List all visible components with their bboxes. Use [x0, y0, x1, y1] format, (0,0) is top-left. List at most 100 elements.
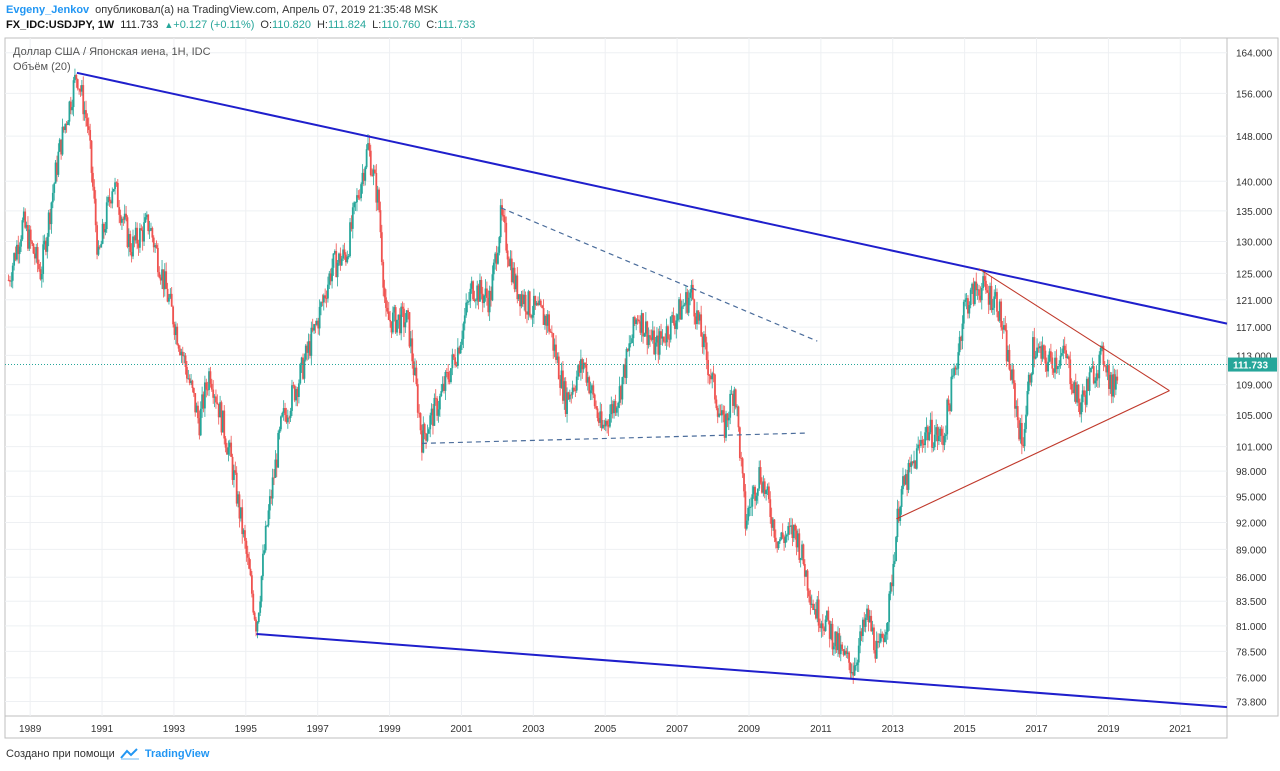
candle-body: [335, 251, 338, 278]
candle-body: [510, 258, 513, 283]
candle-body: [452, 354, 455, 358]
candle-body: [808, 590, 810, 597]
candle-body: [877, 641, 879, 643]
candle-body: [871, 627, 874, 632]
candle-body: [253, 612, 256, 620]
candle-body: [960, 336, 962, 341]
footer-brand[interactable]: TradingView: [144, 748, 210, 760]
candle-body: [68, 101, 71, 122]
volume-indicator-label[interactable]: Объём (20): [13, 61, 71, 73]
trendline-solid-0[interactable]: [76, 71, 1228, 325]
candle-body: [852, 671, 855, 676]
candle-body: [809, 596, 812, 605]
candle-body: [714, 374, 716, 400]
candle-body: [727, 417, 730, 421]
trendline-solid-4[interactable]: [978, 268, 1170, 392]
candle-body: [244, 530, 246, 541]
candle-body: [703, 334, 705, 348]
candle-body: [398, 314, 401, 334]
candle-body: [985, 280, 987, 291]
candle-body: [451, 354, 454, 369]
candle-body: [556, 356, 559, 360]
candle-body: [407, 310, 409, 313]
candle-body: [306, 345, 309, 353]
candle-body: [636, 319, 639, 321]
candle-body: [235, 472, 238, 504]
y-tick-label: 130.000: [1236, 238, 1273, 249]
candle-body: [293, 385, 296, 401]
candle-body: [118, 207, 121, 215]
candle-body: [965, 298, 968, 300]
candle-body: [640, 313, 643, 333]
candle-body: [921, 439, 924, 444]
candle-body: [501, 205, 503, 216]
candle-body: [264, 525, 267, 551]
candle-body: [163, 271, 166, 290]
candle-body: [910, 461, 913, 467]
candle-body: [857, 645, 860, 663]
candle-body: [635, 319, 638, 325]
candle-body: [1027, 374, 1030, 392]
candle-body: [418, 412, 421, 414]
price-chart[interactable]: 164.000 156.000 148.000 140.000 135.000 130.0…: [0, 35, 1280, 741]
candle-body: [227, 447, 230, 455]
candle-body: [951, 375, 954, 377]
price-axis[interactable]: [1226, 37, 1279, 717]
drawings-layer[interactable]: [76, 71, 1228, 709]
candle-body: [597, 417, 600, 423]
candle-body: [552, 333, 555, 351]
trendline-dashed-2[interactable]: [500, 207, 818, 342]
time-axis[interactable]: [4, 715, 1228, 739]
candle-body: [816, 599, 819, 619]
candle-body: [490, 290, 492, 301]
candle-body: [114, 182, 116, 190]
candle-body: [440, 391, 443, 397]
candle-body: [474, 300, 477, 302]
candle-body: [230, 442, 233, 457]
candle-body: [1045, 363, 1048, 372]
candle-body: [683, 304, 686, 306]
candle-body: [1095, 373, 1098, 381]
candle-body: [461, 338, 463, 345]
x-tick-label: 2011: [810, 724, 832, 735]
candle-body: [863, 619, 866, 627]
candle-body: [172, 306, 174, 325]
candle-body: [693, 299, 696, 317]
candle-body: [884, 634, 886, 643]
candle-body: [1073, 382, 1076, 394]
candle-body: [280, 416, 282, 430]
candle-body: [231, 456, 234, 480]
candle-body: [588, 377, 591, 394]
candle-body: [27, 225, 29, 249]
candle-body: [380, 232, 383, 262]
candle-body: [631, 338, 633, 344]
candle-body: [791, 525, 794, 539]
candle-body: [33, 253, 36, 259]
candle-body: [756, 488, 759, 496]
candle-body: [1016, 406, 1019, 421]
candle-body: [790, 525, 792, 527]
candle-body: [781, 532, 784, 538]
trendline-dashed-3[interactable]: [421, 432, 807, 444]
candle-body: [374, 169, 376, 173]
candle-body: [827, 610, 830, 621]
candle-body: [1055, 357, 1058, 370]
candle-body: [967, 298, 969, 314]
candle-body: [589, 390, 592, 394]
candle-body: [186, 366, 188, 379]
candle-body: [100, 243, 103, 248]
candle-body: [774, 537, 777, 542]
trendline-solid-5[interactable]: [896, 390, 1170, 520]
candle-body: [17, 244, 20, 255]
candle-body: [705, 342, 708, 360]
author-link[interactable]: Evgeny_Jenkov: [6, 4, 90, 16]
candle-body: [711, 373, 714, 380]
candle-body: [748, 507, 751, 509]
candle-body: [412, 361, 415, 376]
candle-body: [40, 273, 43, 280]
x-tick-label: 2021: [1169, 724, 1192, 735]
candle-body: [991, 307, 994, 310]
candle-body: [119, 214, 122, 223]
candle-body: [513, 267, 516, 290]
trendline-solid-1[interactable]: [256, 632, 1228, 709]
